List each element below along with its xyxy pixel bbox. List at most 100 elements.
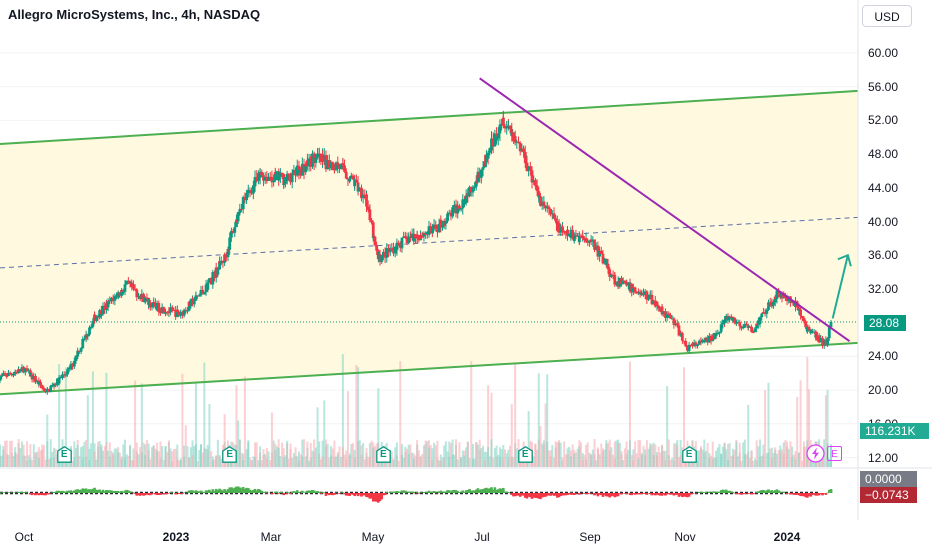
channel-upper-line[interactable] (0, 89, 859, 146)
lightning-icon[interactable] (806, 444, 825, 463)
oscillator-bar (380, 493, 384, 497)
earnings-icon[interactable]: E (827, 446, 842, 461)
volume-bar (314, 447, 317, 467)
candle-body (491, 138, 495, 147)
oscillator-bar (52, 491, 56, 493)
volume-bar (161, 446, 164, 467)
volume-bar (162, 459, 165, 467)
volume-bar (737, 456, 740, 467)
volume-bar (267, 451, 270, 467)
volume-bar (247, 441, 250, 467)
oscillator-bar (192, 491, 196, 493)
volume-bar (634, 441, 637, 467)
volume-bar (502, 444, 505, 467)
candlesticks (0, 110, 833, 395)
event-marker[interactable]: E (222, 446, 238, 463)
event-marker[interactable]: E (56, 446, 72, 463)
candle-body (297, 165, 301, 173)
volume-bar (672, 443, 675, 467)
oscillator-bar (615, 493, 618, 497)
volume-bar (574, 452, 577, 467)
event-marker[interactable]: E (517, 446, 533, 463)
volume-bar (449, 443, 452, 467)
oscillator-bar (664, 493, 667, 496)
candle-body (319, 154, 323, 162)
oscillator-bar (274, 492, 277, 493)
oscillator-bar (566, 493, 569, 496)
candle-body (74, 355, 78, 361)
volume-bar (721, 446, 724, 467)
volume-bar (667, 439, 670, 467)
event-marker[interactable]: E (376, 446, 391, 463)
candle-body (331, 162, 335, 170)
candle-body (689, 344, 693, 346)
oscillator-bar (687, 493, 691, 495)
volume-bar (96, 441, 99, 467)
candle-body (702, 340, 706, 342)
oscillator-histogram (0, 486, 833, 503)
time-axis-label: May (361, 530, 385, 544)
volume-bar (274, 443, 277, 467)
volume-bar (174, 448, 177, 467)
price-axis-label: 44.00 (868, 180, 899, 195)
event-marker[interactable]: E (681, 446, 697, 463)
candle-body (686, 346, 689, 351)
candle-body (257, 173, 260, 181)
volume-bar (172, 448, 175, 467)
volume-bar (742, 442, 745, 467)
volume-bar (5, 440, 8, 467)
oscillator-bar (162, 493, 166, 495)
volume-bar (188, 457, 191, 467)
oscillator-bar (686, 493, 689, 498)
candle-body (169, 307, 172, 313)
currency-button[interactable]: USD (862, 5, 912, 27)
candle-body (750, 326, 753, 332)
volume-bar (585, 444, 588, 467)
volume-bar (203, 362, 206, 467)
candle-body (34, 381, 37, 383)
volume-bar (113, 448, 116, 467)
oscillator-bar (159, 493, 162, 495)
candle-body (608, 270, 612, 277)
candle-body (208, 278, 211, 283)
descending-trendline[interactable] (479, 77, 851, 343)
oscillator-bar (608, 493, 612, 498)
candle-body (189, 299, 193, 307)
volume-bar (318, 441, 321, 467)
channel-lower-line[interactable] (0, 341, 859, 396)
candle-body (409, 236, 412, 238)
candle-body (72, 360, 76, 363)
oscillator-bar (589, 493, 593, 494)
candle-body (120, 290, 124, 293)
candle-body (49, 386, 53, 388)
candle-body (351, 175, 355, 180)
candle-body (728, 316, 732, 320)
volume-bar (769, 448, 772, 467)
candle-body (290, 173, 294, 183)
volume-bar (662, 450, 665, 467)
oscillator-bar (127, 490, 130, 493)
candle-body (403, 236, 407, 239)
oscillator-bar (819, 493, 823, 495)
candle-body (17, 369, 20, 372)
candle-body (412, 234, 416, 242)
volume-bar (732, 448, 735, 467)
oscillator-bar (2, 492, 5, 493)
candle-body (672, 323, 676, 325)
candle-body (142, 293, 145, 303)
oscillator-bar (583, 493, 586, 494)
oscillator-bar (297, 491, 301, 493)
candle-body (545, 206, 549, 208)
volume-bar (563, 441, 566, 467)
candle-body (469, 186, 473, 193)
volume-bar (198, 450, 201, 467)
candle-body (522, 148, 525, 152)
projection-arrow[interactable] (831, 253, 852, 319)
volume-bar (240, 452, 243, 467)
volume-bar (438, 460, 441, 467)
volume-bar (644, 449, 647, 467)
volume-bar (39, 450, 42, 467)
oscillator-bar (525, 493, 529, 499)
volume-bar (400, 444, 403, 467)
